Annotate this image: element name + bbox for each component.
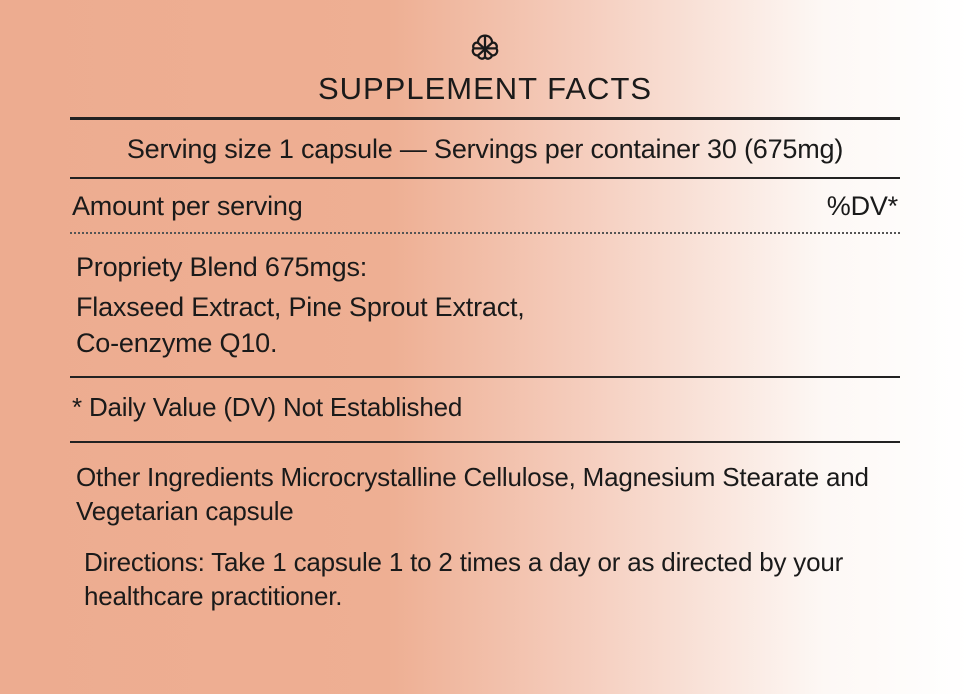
blend-line-2: Co-enzyme Q10. xyxy=(76,328,277,358)
directions-text: Directions: Take 1 capsule 1 to 2 times … xyxy=(70,538,900,614)
blend-title: Propriety Blend 675mgs: xyxy=(70,252,900,283)
column-headers: Amount per serving %DV* xyxy=(70,179,900,232)
percent-dv-label: %DV* xyxy=(827,191,898,222)
other-ingredients: Other Ingredients Microcrystalline Cellu… xyxy=(70,443,900,539)
dotted-divider xyxy=(70,232,900,234)
dv-footnote: * Daily Value (DV) Not Established xyxy=(70,378,900,441)
amount-per-serving-label: Amount per serving xyxy=(72,191,303,222)
panel-title: SUPPLEMENT FACTS xyxy=(70,71,900,107)
serving-info: Serving size 1 capsule — Servings per co… xyxy=(70,120,900,177)
flower-icon xyxy=(70,30,900,69)
blend-line-1: Flaxseed Extract, Pine Sprout Extract, xyxy=(76,292,525,322)
blend-ingredients: Flaxseed Extract, Pine Sprout Extract, C… xyxy=(70,289,900,362)
